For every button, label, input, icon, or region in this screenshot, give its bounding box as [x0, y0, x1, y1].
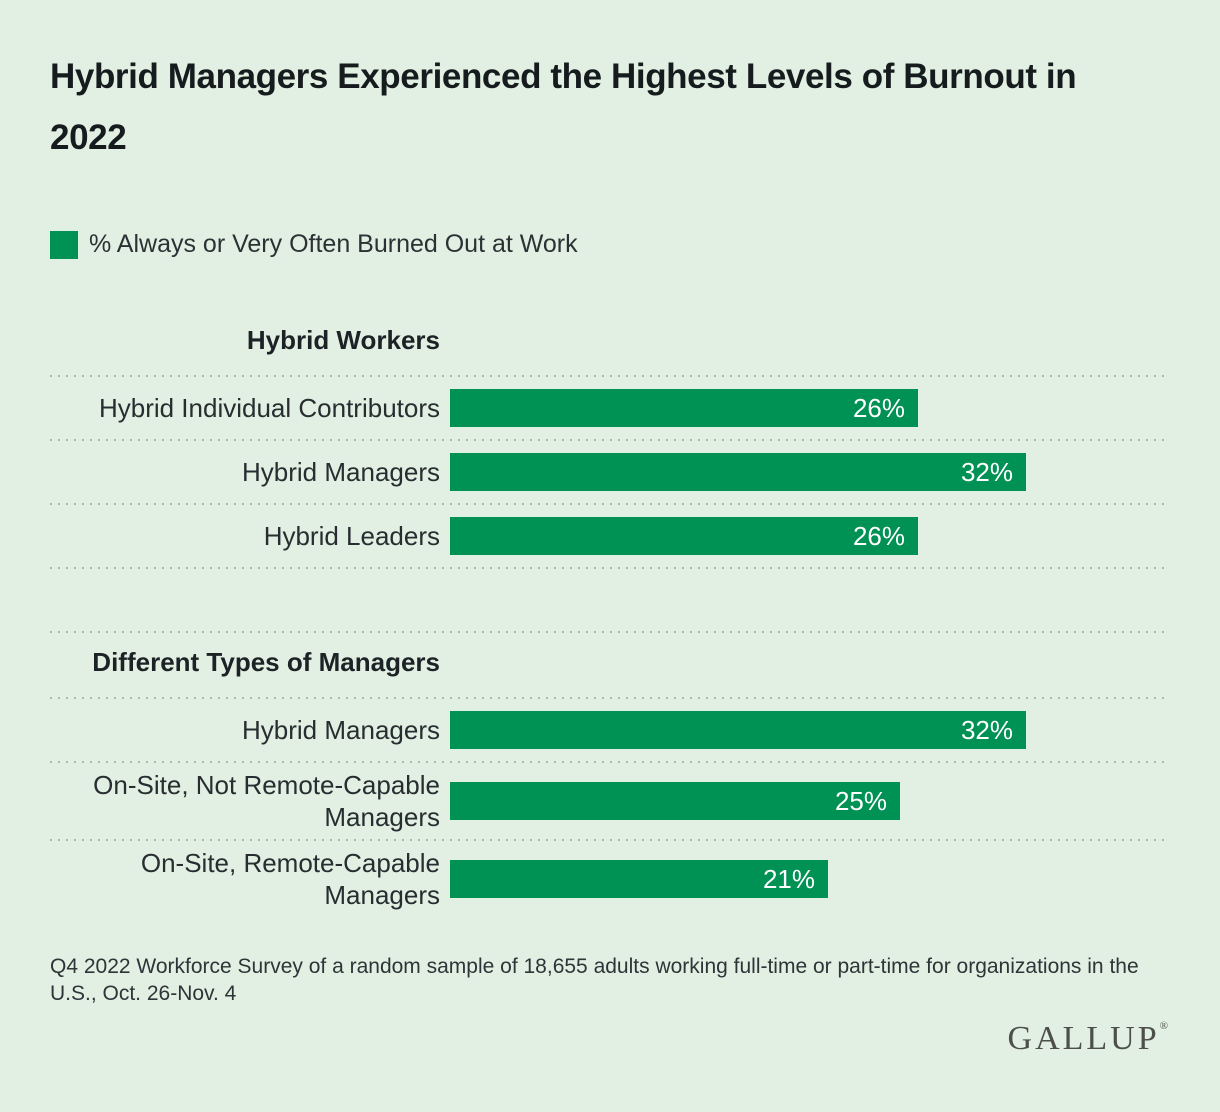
section-header-row: Hybrid Workers [50, 311, 1170, 375]
bar-value: 21% [762, 863, 815, 894]
bar-row: Hybrid Managers 32% [50, 699, 1170, 761]
bar-label-hybrid-managers: Hybrid Managers [242, 457, 440, 487]
section-header-spacer [450, 311, 1170, 375]
bar-row: On-Site, Not Remote-Capable Managers 25% [50, 763, 1170, 839]
row-divider [50, 567, 1170, 569]
bar-hybrid-managers-2: 32% [450, 711, 1026, 749]
bar-label-hybrid-individual-contributors: Hybrid Individual Contributors [98, 393, 440, 423]
gallup-logo-text: GALLUP [1007, 1020, 1160, 1057]
bar-track: 26% [450, 517, 1170, 555]
section-header-different-types-of-managers: Different Types of Managers [92, 647, 440, 677]
section-hybrid-workers: Hybrid Workers Hybrid Individual Contrib… [50, 311, 1170, 569]
bar-label-hybrid-leaders: Hybrid Leaders [263, 521, 440, 551]
page-title: Hybrid Managers Experienced the Highest … [50, 57, 1077, 157]
bar-value: 32% [960, 456, 1013, 487]
bar-track: 25% [450, 782, 1170, 820]
bar-row: Hybrid Leaders 26% [50, 505, 1170, 567]
registered-trademark-icon: ® [1159, 1020, 1168, 1032]
legend: % Always or Very Often Burned Out at Wor… [50, 230, 1170, 259]
legend-label: % Always or Very Often Burned Out at Wor… [89, 230, 578, 258]
bar-row: On-Site, Remote-Capable Managers 21% [50, 841, 1170, 917]
row-divider [50, 503, 1170, 505]
bar-hybrid-managers: 32% [450, 453, 1026, 491]
section-header-hybrid-workers: Hybrid Workers [246, 325, 440, 355]
row-divider [50, 375, 1170, 377]
gallup-logo: GALLUP® [1008, 1020, 1168, 1058]
bar-track: 26% [450, 389, 1170, 427]
row-divider [50, 839, 1170, 841]
bar-value: 26% [852, 520, 905, 551]
row-divider [50, 761, 1170, 763]
bar-label-onsite-not-remote-capable-managers: On-Site, Not Remote-Capable Managers [93, 770, 440, 832]
legend-swatch-icon [50, 230, 78, 259]
bar-track: 32% [450, 453, 1170, 491]
bar-track: 32% [450, 711, 1170, 749]
bar-hybrid-leaders: 26% [450, 517, 918, 555]
footnote: Q4 2022 Workforce Survey of a random sam… [50, 955, 1139, 1005]
row-divider [50, 439, 1170, 441]
bar-onsite-remote-capable-managers: 21% [450, 860, 828, 898]
bar-value: 32% [960, 714, 1013, 745]
bar-label-hybrid-managers-2: Hybrid Managers [242, 715, 440, 745]
row-divider [50, 631, 1170, 633]
bar-label-onsite-remote-capable-managers: On-Site, Remote-Capable Managers [140, 848, 440, 910]
section-different-types-of-managers: Different Types of Managers Hybrid Manag… [50, 631, 1170, 917]
row-divider [50, 697, 1170, 699]
bar-hybrid-individual-contributors: 26% [450, 389, 918, 427]
bar-value: 25% [834, 785, 887, 816]
bar-track: 21% [450, 860, 1170, 898]
bar-row: Hybrid Individual Contributors 26% [50, 377, 1170, 439]
section-header-spacer [450, 633, 1170, 697]
bar-onsite-not-remote-capable-managers: 25% [450, 782, 900, 820]
bar-chart: Hybrid Workers Hybrid Individual Contrib… [50, 311, 1170, 917]
bar-row: Hybrid Managers 32% [50, 441, 1170, 503]
section-header-row: Different Types of Managers [50, 633, 1170, 697]
bar-value: 26% [852, 392, 905, 423]
